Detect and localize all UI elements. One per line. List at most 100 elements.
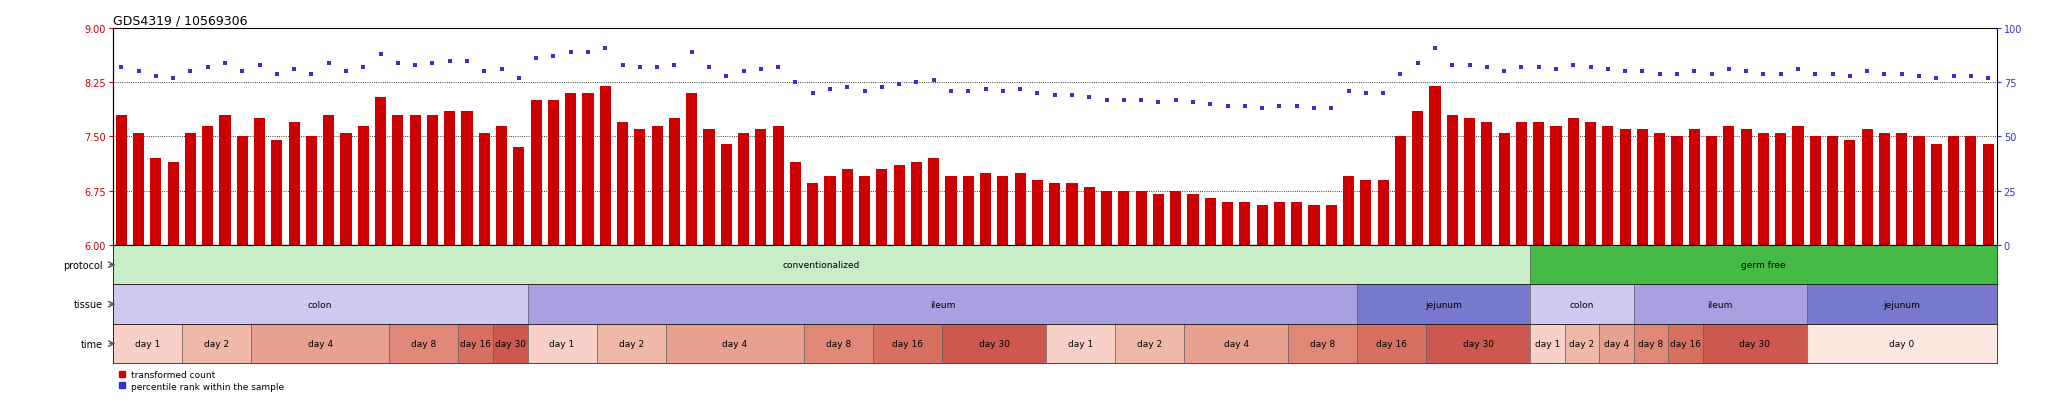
Point (797, 90, 829, 97)
Point (451, 58, 483, 65)
Bar (1636, 130, 1649, 245)
Point (1540, 67, 1573, 74)
Bar (1565, 324, 1599, 363)
Text: day 8: day 8 (1311, 339, 1335, 348)
Bar (1806, 324, 1997, 363)
Text: ileum: ileum (930, 300, 954, 309)
Point (1972, 76, 2005, 82)
Point (434, 58, 467, 65)
Bar (1204, 199, 1217, 245)
Text: day 1: day 1 (1067, 339, 1094, 348)
Bar (1014, 173, 1026, 245)
Point (1331, 88, 1364, 95)
Bar (1309, 206, 1319, 245)
Bar (113, 324, 182, 363)
Bar (270, 141, 283, 245)
Bar (1792, 126, 1804, 245)
Point (1073, 95, 1106, 102)
Point (209, 60, 242, 67)
Text: day 8: day 8 (825, 339, 852, 348)
Bar (1343, 177, 1354, 245)
Legend: transformed count, percentile rank within the sample: transformed count, percentile rank withi… (117, 370, 285, 391)
Point (1954, 73, 1987, 80)
Bar (1827, 137, 1839, 245)
Point (123, 69, 156, 76)
Point (346, 64, 379, 71)
Text: day 1: day 1 (549, 339, 575, 348)
Point (571, 50, 604, 56)
Text: day 8: day 8 (1638, 339, 1663, 348)
Bar (1395, 137, 1407, 245)
Bar (1083, 188, 1096, 245)
Bar (219, 116, 231, 245)
Point (1245, 106, 1278, 112)
Bar (479, 133, 489, 245)
Bar (858, 177, 870, 245)
Bar (756, 130, 766, 245)
Point (1298, 106, 1331, 112)
Bar (877, 170, 887, 245)
Bar (1135, 191, 1147, 245)
Bar (528, 285, 1358, 324)
Bar (807, 184, 819, 245)
Point (330, 69, 362, 76)
Point (1022, 90, 1055, 97)
Point (1696, 71, 1729, 78)
Bar (1153, 195, 1163, 245)
Bar (1378, 180, 1389, 245)
Bar (1550, 126, 1563, 245)
Bar (150, 159, 162, 245)
Text: day 16: day 16 (1671, 339, 1702, 348)
Bar (113, 285, 528, 324)
Point (1454, 62, 1487, 69)
Point (1712, 67, 1745, 74)
Point (520, 56, 553, 62)
Bar (946, 177, 956, 245)
Point (1522, 64, 1554, 71)
Point (1350, 90, 1382, 97)
Text: day 4: day 4 (1223, 339, 1249, 348)
Bar (1878, 133, 1890, 245)
Bar (1184, 324, 1288, 363)
Point (952, 88, 985, 95)
Bar (1862, 130, 1872, 245)
Point (1108, 97, 1141, 104)
Bar (670, 119, 680, 245)
Bar (1948, 137, 1960, 245)
Point (1556, 62, 1589, 69)
Point (1575, 64, 1608, 71)
Bar (1188, 195, 1198, 245)
Point (1661, 71, 1694, 78)
Bar (168, 162, 178, 245)
Point (727, 69, 760, 76)
Bar (514, 148, 524, 245)
Bar (893, 166, 905, 245)
Bar (805, 324, 872, 363)
Bar (1530, 324, 1565, 363)
Point (381, 60, 414, 67)
Bar (1430, 87, 1440, 245)
Point (295, 71, 328, 78)
Point (1210, 104, 1243, 110)
Text: day 16: day 16 (1376, 339, 1407, 348)
Point (711, 73, 743, 80)
Bar (1704, 324, 1806, 363)
Text: protocol: protocol (63, 260, 102, 270)
Point (778, 80, 811, 86)
Point (590, 45, 623, 52)
Bar (358, 126, 369, 245)
Bar (389, 324, 459, 363)
Point (1747, 71, 1780, 78)
Point (1886, 71, 1919, 78)
Bar (1776, 133, 1786, 245)
Bar (393, 116, 403, 245)
Point (279, 67, 311, 74)
Bar (305, 137, 317, 245)
Bar (444, 112, 455, 245)
Text: day 30: day 30 (1739, 339, 1769, 348)
Text: tissue: tissue (74, 299, 102, 309)
Point (848, 88, 881, 95)
Point (918, 78, 950, 84)
Bar (1845, 141, 1855, 245)
Bar (1358, 324, 1425, 363)
